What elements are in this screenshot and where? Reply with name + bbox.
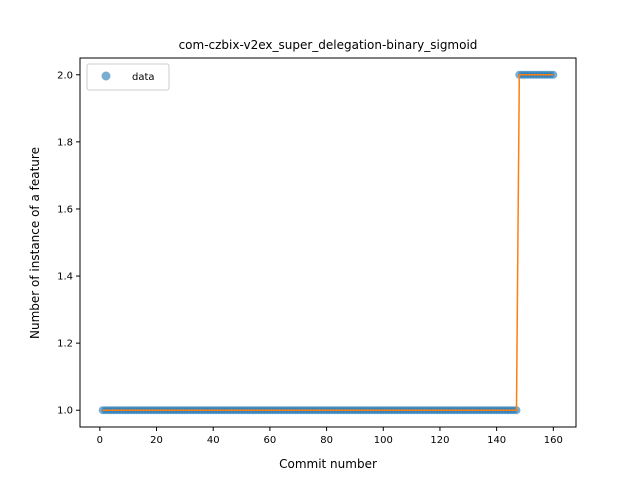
x-tick-label: 40	[207, 435, 220, 446]
y-tick-label: 1.8	[57, 137, 73, 148]
x-tick-label: 0	[97, 435, 103, 446]
plot-area	[98, 70, 558, 415]
x-tick-label: 80	[320, 435, 333, 446]
fit-line	[102, 74, 554, 411]
legend: data	[86, 63, 170, 91]
y-tick-label: 1.4	[57, 272, 73, 283]
x-tick-label: 100	[374, 435, 393, 446]
chart-title: com-czbix-v2ex_super_delegation-binary_s…	[179, 38, 478, 52]
axes-frame	[79, 57, 577, 428]
y-axis: 1.0 1.2 1.4 1.6 1.8 2.0	[57, 70, 80, 417]
x-tick-label: 60	[264, 435, 277, 446]
y-tick-label: 1.2	[57, 339, 73, 350]
x-tick-label: 120	[430, 435, 449, 446]
x-axis-label: Commit number	[279, 457, 377, 471]
y-tick-label: 1.0	[57, 406, 73, 417]
x-tick-label: 140	[487, 435, 506, 446]
x-axis: 0 20 40 60 80 100 120 140 160	[97, 427, 563, 446]
y-tick-label: 1.6	[57, 204, 73, 215]
x-tick-label: 160	[544, 435, 563, 446]
legend-box	[86, 63, 170, 91]
x-tick-label: 20	[150, 435, 163, 446]
y-tick-label: 2.0	[57, 70, 73, 81]
legend-label-data: data	[132, 72, 155, 83]
y-axis-label: Number of instance of a feature	[28, 147, 42, 339]
legend-marker-data	[101, 71, 111, 81]
